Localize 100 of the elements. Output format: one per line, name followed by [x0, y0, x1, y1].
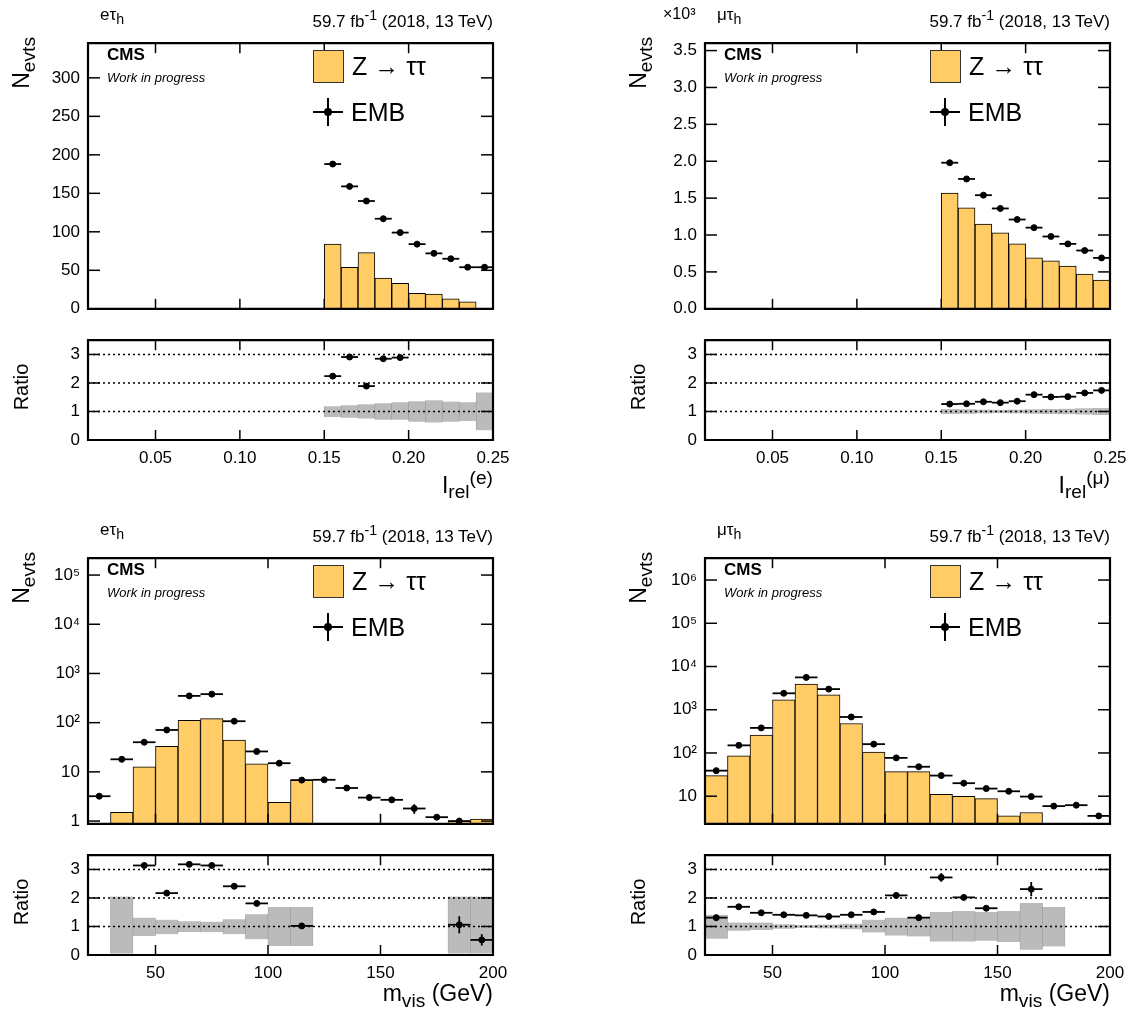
y-tick-label: 10³ [672, 699, 698, 719]
y-tick-label: 10³ [55, 663, 81, 683]
chart-title: μτ$_{h}$ [717, 520, 742, 545]
x-axis-title: m$_{vis}$ (GeV) [382, 980, 493, 1011]
y-tick-label: 0 [687, 429, 697, 449]
y-axis-title: Ratio [9, 362, 33, 413]
y-tick-label: 2.0 [673, 150, 697, 170]
y-tick-label: 0 [687, 944, 697, 964]
y-tick-label: 3 [70, 344, 80, 364]
x-tick-label: 0.20 [392, 447, 426, 467]
y-tick-label: 1.0 [673, 224, 697, 244]
legend-label: Z → ττ [352, 566, 426, 596]
annotation: CMS [107, 560, 145, 580]
y-axis-title: Ratio [626, 362, 650, 413]
x-axis-title: m$_{vis}$ (GeV) [999, 980, 1110, 1011]
x-tick-label: 0.25 [476, 447, 510, 467]
y-tick-label: 3.0 [673, 77, 697, 97]
y-axis-title: Ratio [626, 877, 650, 928]
y-tick-label: 10 [61, 761, 80, 781]
point [208, 861, 216, 869]
x-tick-label: 0.25 [1093, 447, 1127, 467]
point [1027, 793, 1035, 801]
annotation: CMS [107, 45, 145, 65]
y-tick-label: 10⁴ [670, 656, 697, 676]
y-tick-label: 10⁵ [671, 612, 697, 632]
chart-title: μτ$_{h}$ [717, 5, 742, 30]
x-tick-label: 50 [146, 962, 165, 982]
point [937, 772, 945, 780]
y-tick-label: 1.5 [673, 187, 697, 207]
chart-subtitle: 59.7 fb$^{-1}$ (2018, 13 TeV) [929, 7, 1110, 31]
text: ×10³ [663, 4, 696, 24]
y-tick-label: 2.5 [673, 114, 697, 134]
y-tick-label: 2 [687, 372, 697, 392]
legend-label: EMB [351, 612, 406, 642]
y-tick-label: 10⁶ [671, 569, 697, 589]
annotation: Work in progress [724, 584, 823, 602]
legend-label: Z → ττ [969, 51, 1043, 81]
y-tick-label: 2 [70, 372, 80, 392]
x-tick-label: 200 [1095, 962, 1125, 982]
legend-label: EMB [968, 97, 1023, 127]
y-tick-label: 3 [70, 859, 80, 879]
chart-title: eτ$_{h}$ [100, 5, 125, 30]
point [396, 354, 404, 362]
y-tick-label: 0 [70, 944, 80, 964]
y-tick-label: 0 [70, 298, 80, 318]
annotation: Work in progress [107, 69, 206, 87]
annotation: CMS [724, 45, 762, 65]
annotation: Work in progress [107, 584, 206, 602]
chart-subtitle: 59.7 fb$^{-1}$ (2018, 13 TeV) [312, 7, 493, 31]
y-tick-label: 1 [70, 810, 80, 830]
point [825, 913, 833, 921]
chart-subtitle: 59.7 fb$^{-1}$ (2018, 13 TeV) [929, 522, 1110, 546]
x-tick-label: 150 [983, 962, 1012, 982]
y-tick-label: 100 [51, 221, 80, 241]
annotation: CMS [724, 560, 762, 580]
y-tick-label: 10 [678, 785, 697, 805]
x-tick-label: 0.05 [138, 447, 173, 467]
y-tick-label: 3 [687, 344, 697, 364]
point [253, 747, 261, 755]
point [996, 204, 1004, 212]
y-tick-label: 3 [687, 859, 697, 879]
x-tick-label: 50 [763, 962, 782, 982]
point [1081, 247, 1089, 255]
y-tick-label: 200 [51, 144, 80, 164]
chart-title: eτ$_{h}$ [100, 520, 125, 545]
point [396, 229, 404, 237]
point [140, 861, 148, 869]
y-tick-label: 150 [51, 183, 80, 203]
chart-subtitle: 59.7 fb$^{-1}$ (2018, 13 TeV) [312, 522, 493, 546]
y-tick-label: 10² [672, 742, 698, 762]
y-tick-label: 300 [51, 67, 80, 87]
point [365, 794, 373, 802]
point [960, 893, 968, 901]
y-tick-label: 1 [687, 401, 697, 421]
legend-label: EMB [351, 97, 406, 127]
y-tick-label: 10² [55, 712, 81, 732]
y-tick-label: 1 [687, 916, 697, 936]
x-tick-label: 0.10 [840, 447, 874, 467]
y-tick-label: 10⁴ [53, 613, 80, 633]
x-tick-label: 0.15 [307, 447, 341, 467]
y-tick-label: 2 [70, 887, 80, 907]
y-tick-label: 0.0 [673, 298, 697, 318]
y-tick-label: 2 [687, 887, 697, 907]
y-tick-label: 3.5 [673, 40, 697, 60]
point [892, 891, 900, 899]
y-tick-label: 0 [70, 429, 80, 449]
x-tick-label: 0.15 [924, 447, 958, 467]
point [982, 785, 990, 793]
x-tick-label: 200 [478, 962, 508, 982]
y-axis-title: Ratio [9, 877, 33, 928]
x-tick-label: 0.05 [755, 447, 790, 467]
y-tick-label: 10⁵ [54, 564, 80, 584]
x-tick-label: 0.20 [1009, 447, 1043, 467]
y-tick-label: 250 [51, 106, 80, 126]
annotation: Work in progress [724, 69, 823, 87]
y-tick-label: 1 [70, 916, 80, 936]
x-tick-label: 150 [366, 962, 395, 982]
x-tick-label: 100 [870, 962, 900, 982]
x-tick-label: 0.10 [223, 447, 257, 467]
legend-label: EMB [968, 612, 1023, 642]
